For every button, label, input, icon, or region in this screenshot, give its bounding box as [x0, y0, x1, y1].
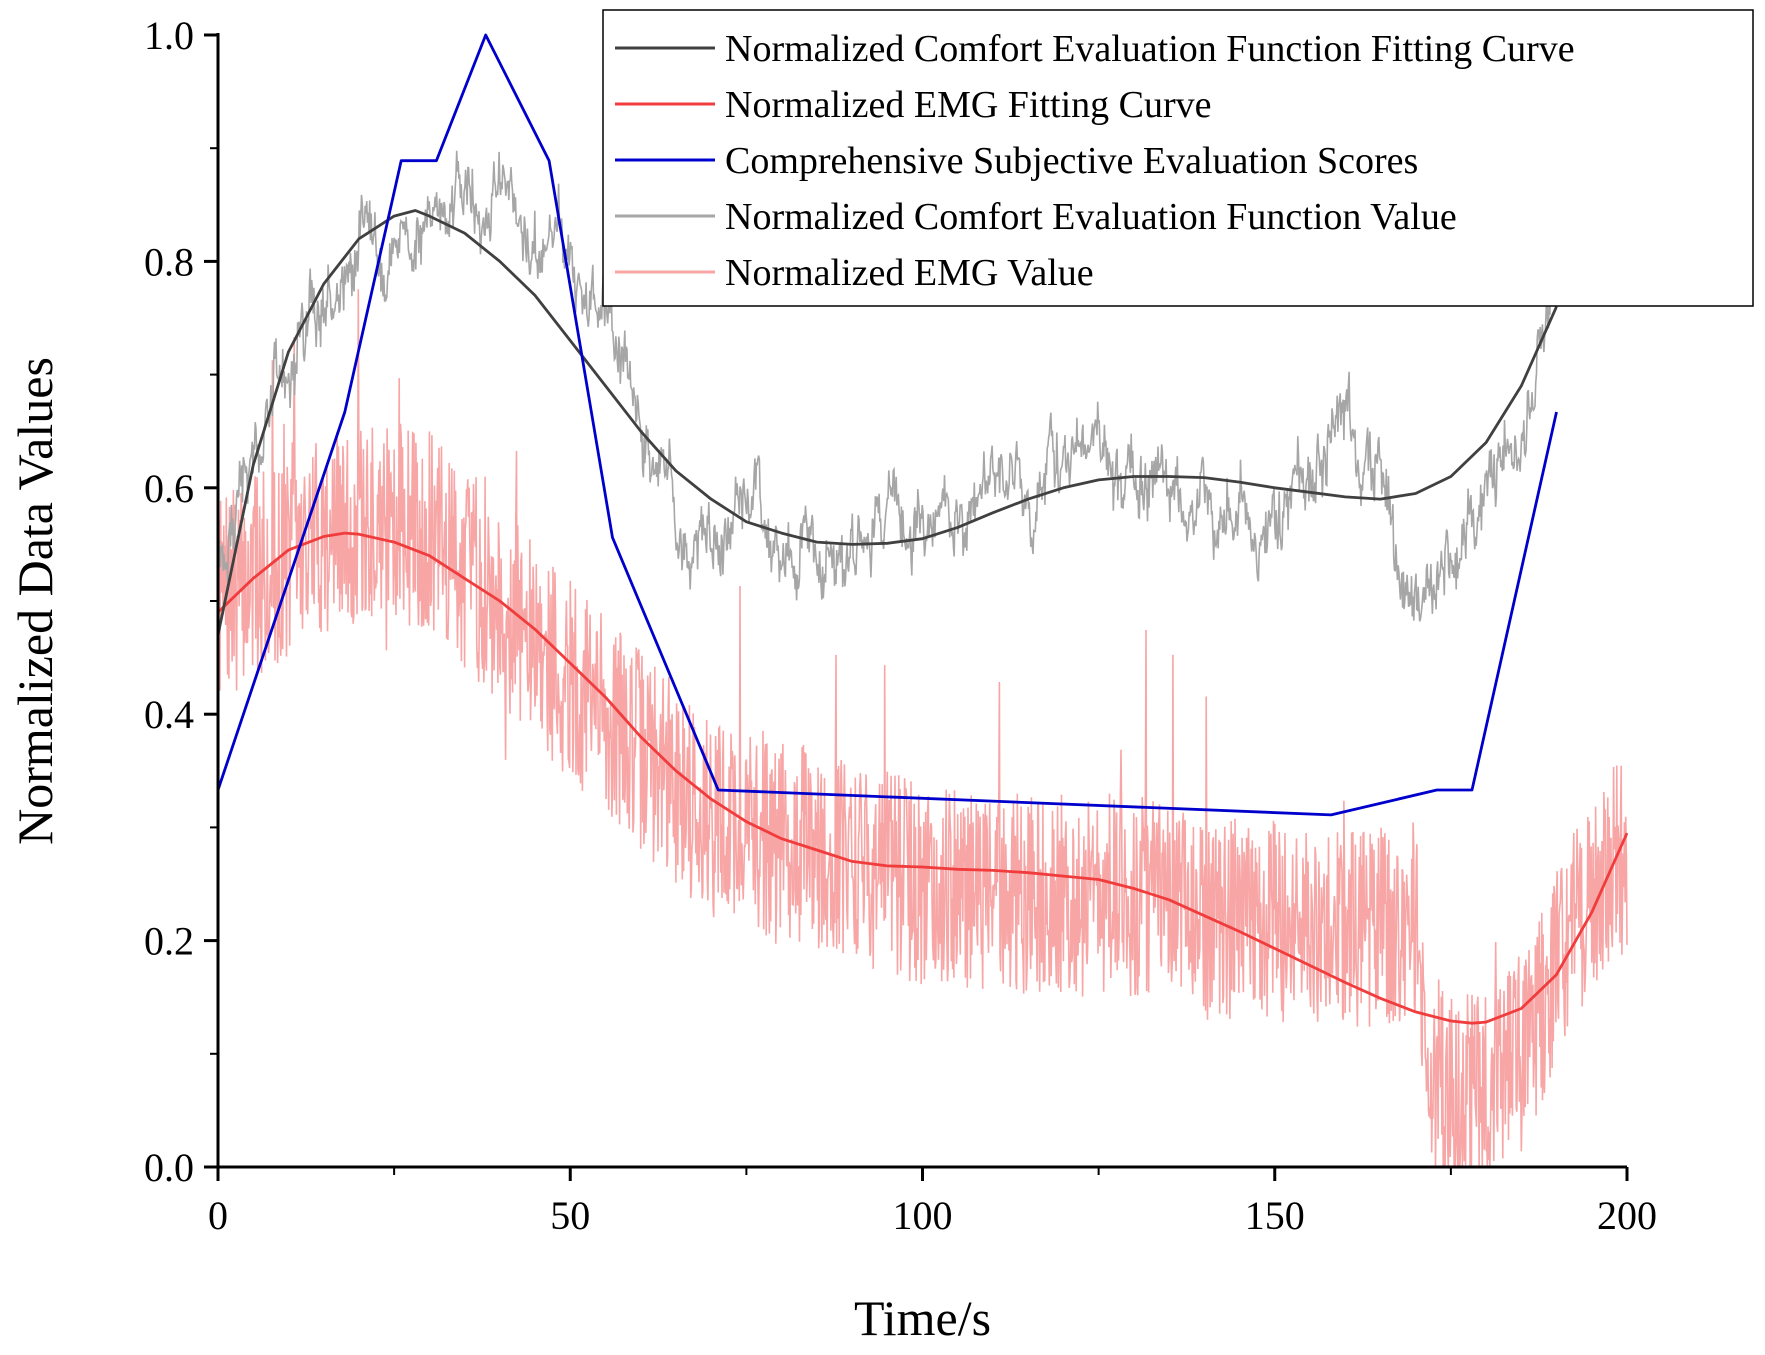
- legend-label: Comprehensive Subjective Evaluation Scor…: [725, 140, 1418, 182]
- x-tick-label: 100: [893, 1193, 953, 1238]
- subjective-score-series: [216, 33, 1558, 817]
- y-tick-label: 0.8: [144, 239, 194, 284]
- y-tick-label: 0.4: [144, 692, 194, 737]
- legend-label: Normalized Comfort Evaluation Function V…: [725, 196, 1457, 238]
- comfort-fitting-curve: [216, 209, 1558, 636]
- legend-label: Normalized EMG Fitting Curve: [725, 84, 1212, 126]
- legend-label: Normalized EMG Value: [725, 252, 1094, 294]
- series-layer: [216, 33, 1629, 1168]
- y-tick-label: 0.2: [144, 919, 194, 964]
- legend-label: Normalized Comfort Evaluation Function F…: [725, 28, 1575, 70]
- y-tick-label: 1.0: [144, 13, 194, 58]
- x-tick-label: 200: [1597, 1193, 1657, 1238]
- comfort-value-series: [217, 150, 1558, 622]
- x-tick-label: 50: [550, 1193, 590, 1238]
- x-axis-title: Time/s: [854, 1290, 991, 1346]
- legend-box: [602, 9, 1754, 307]
- emg-fitting-curve: [217, 531, 1629, 1025]
- y-tick-label: 0.6: [144, 466, 194, 511]
- x-tick-label: 0: [208, 1193, 228, 1238]
- legend: Normalized Comfort Evaluation Function F…: [602, 9, 1754, 307]
- x-tick-label: 150: [1245, 1193, 1305, 1238]
- ticks-layer: 0 50 100 150 200 0.0 0.2 0.4 0.6 0.8 1.0: [144, 13, 1657, 1238]
- y-axis-title: Normalized Data Values: [7, 357, 63, 845]
- y-tick-label: 0.0: [144, 1145, 194, 1190]
- emg-value-series: [217, 289, 1628, 1168]
